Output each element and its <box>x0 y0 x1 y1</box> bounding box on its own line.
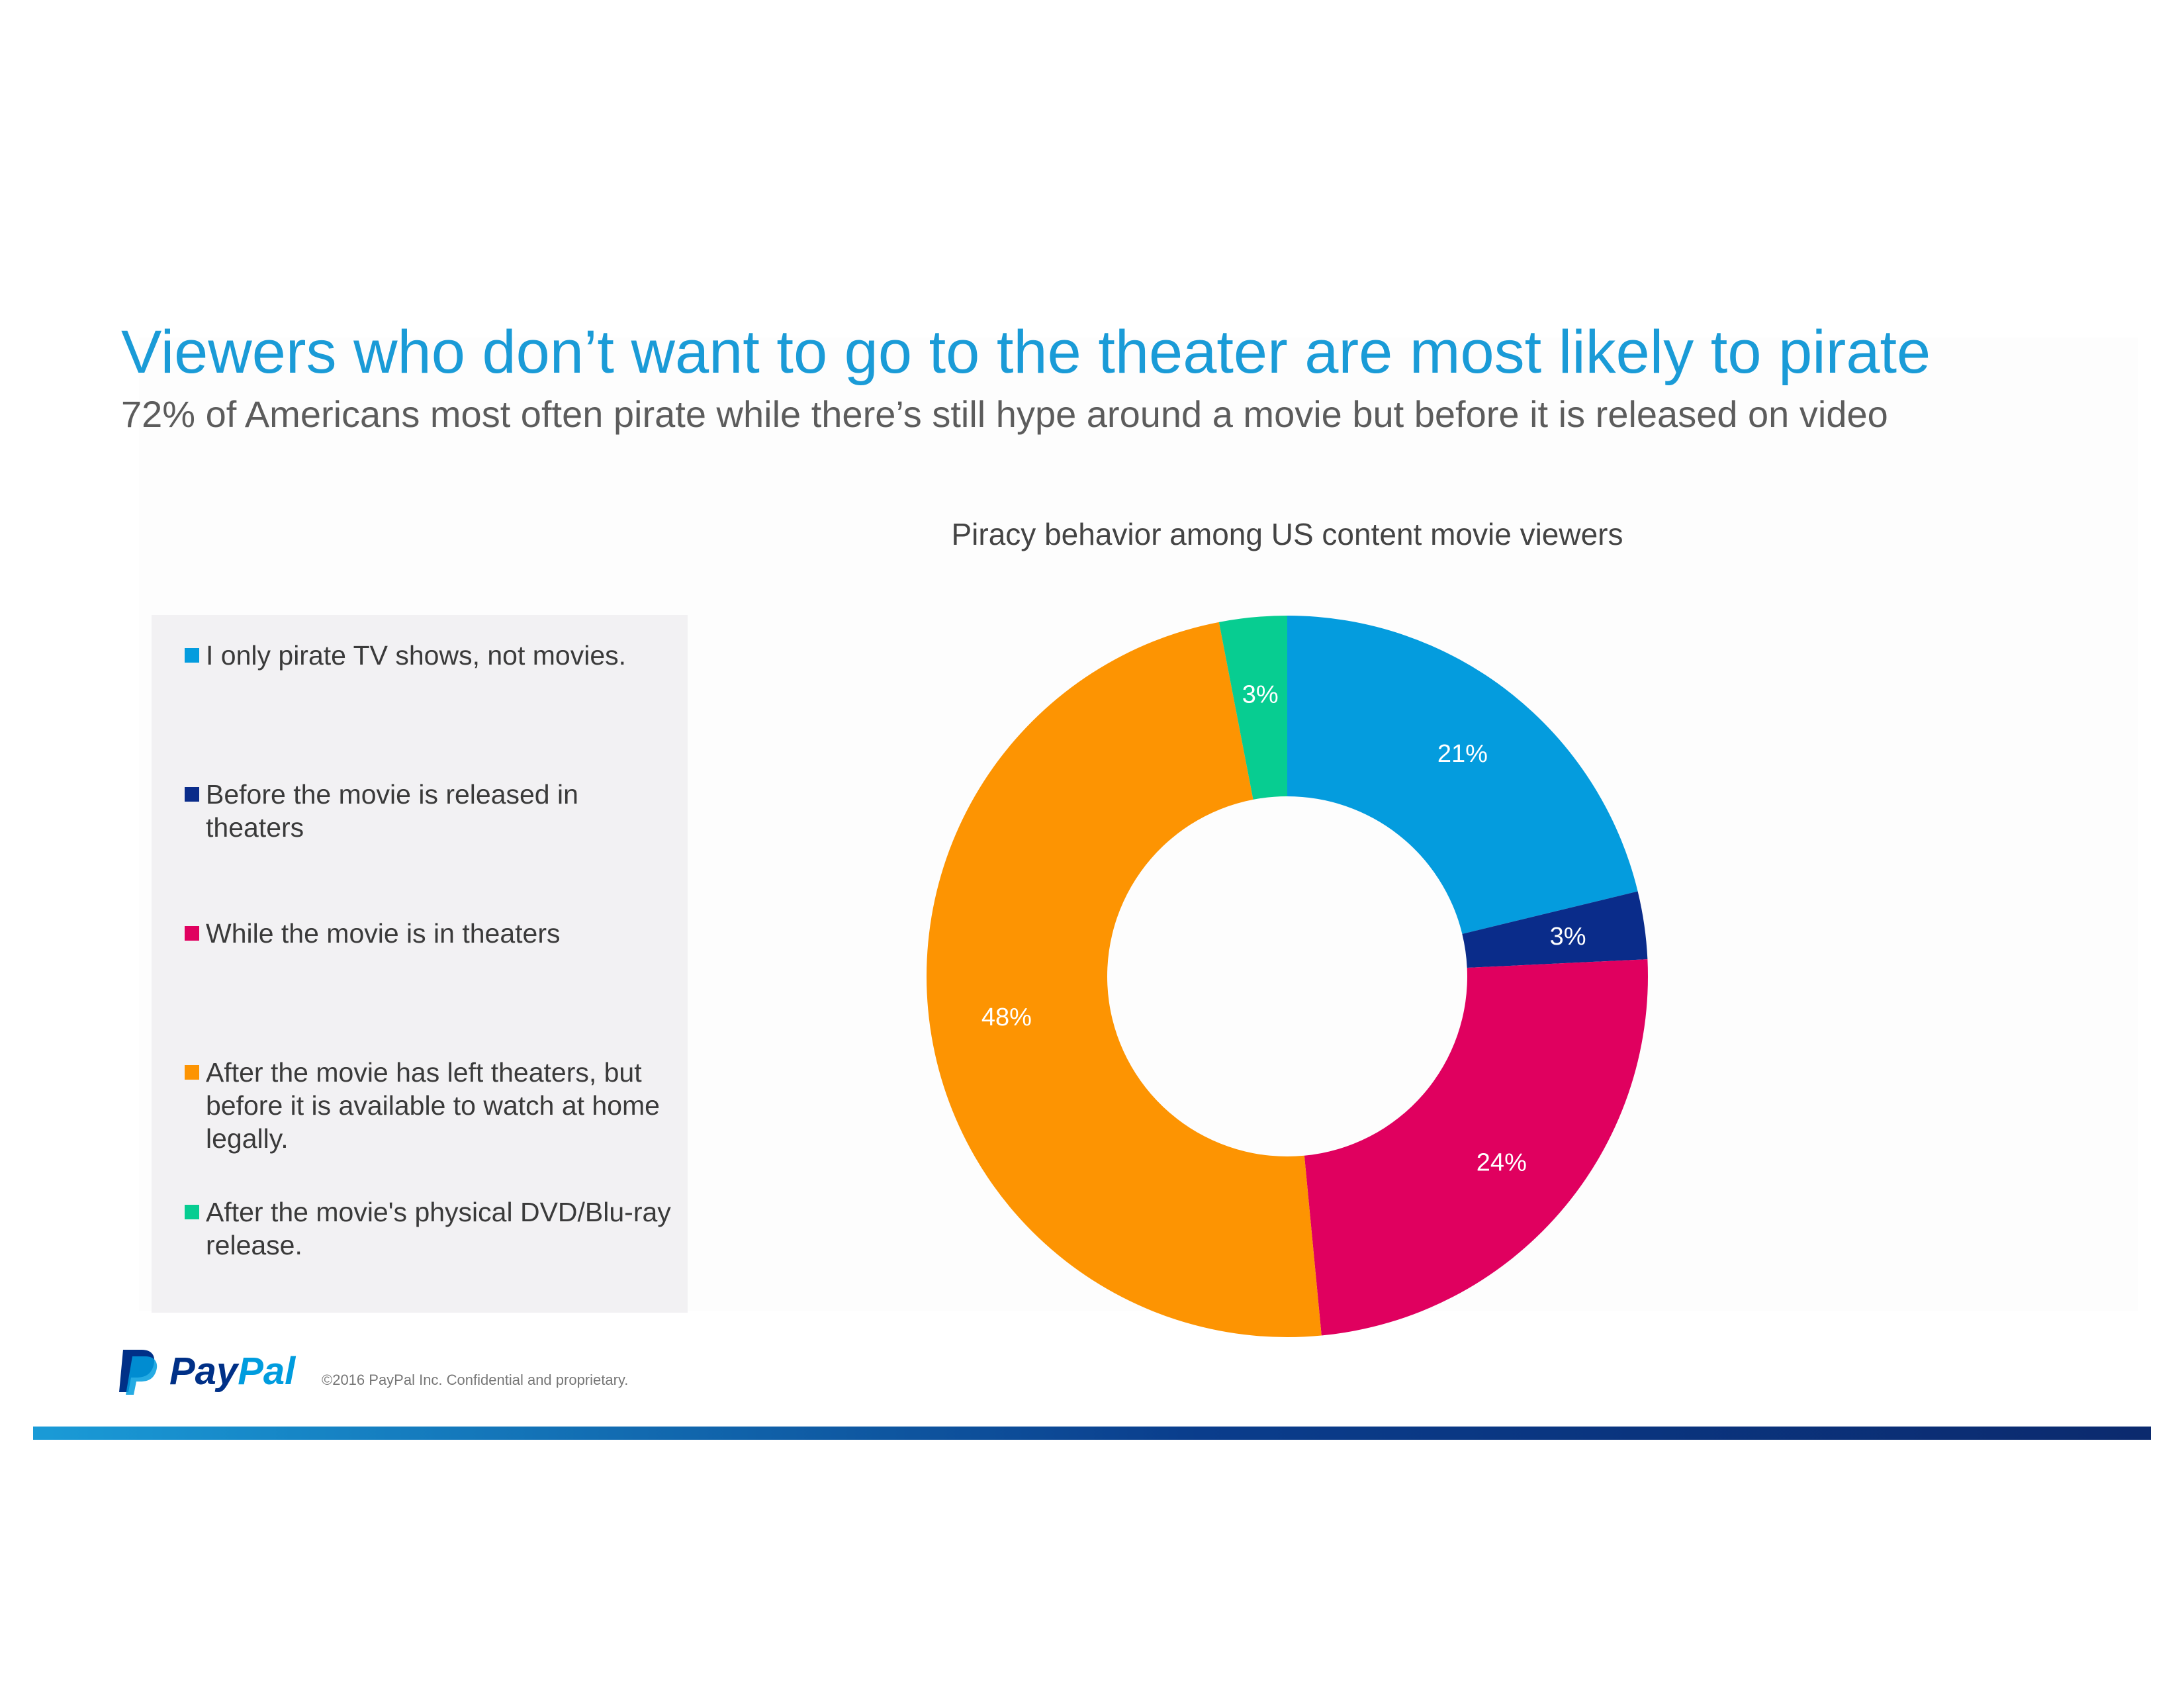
copyright-text: ©2016 PayPal Inc. Confidential and propr… <box>322 1372 629 1388</box>
donut-slice <box>1304 959 1648 1336</box>
slice-label: 3% <box>1550 923 1586 951</box>
legend-label: After the movie has left theaters, but b… <box>206 1057 660 1154</box>
paypal-p-icon <box>119 1350 158 1395</box>
slice-label: 3% <box>1242 680 1279 708</box>
page-subtitle: 72% of Americans most often pirate while… <box>121 393 1888 435</box>
legend-item-after-theaters: After the movie has left theaters, but b… <box>185 1056 674 1155</box>
slice-label: 48% <box>981 1004 1032 1031</box>
chart-title: Piracy behavior among US content movie v… <box>951 517 1623 551</box>
legend-swatch <box>185 1205 199 1219</box>
logo-pay: Pay <box>169 1349 238 1393</box>
paypal-wordmark: PayPal <box>169 1349 295 1393</box>
legend-item-after-dvd: After the movie's physical DVD/Blu-ray r… <box>185 1196 674 1262</box>
legend-swatch <box>185 926 199 941</box>
slice-label: 21% <box>1437 740 1488 768</box>
donut-slice <box>1287 616 1638 934</box>
slice-label: 24% <box>1477 1149 1527 1177</box>
donut-slice <box>1462 891 1648 968</box>
legend-label: I only pirate TV shows, not movies. <box>206 640 627 671</box>
legend-label: Before the movie is released in theaters <box>206 779 578 843</box>
legend-swatch <box>185 648 199 663</box>
footer-gradient-bar <box>33 1427 2151 1440</box>
donut-slice <box>1218 616 1287 800</box>
logo-pal: Pal <box>238 1349 296 1393</box>
legend-label: After the movie's physical DVD/Blu-ray r… <box>206 1197 671 1260</box>
legend-swatch <box>185 1065 199 1080</box>
donut-chart: 21% 3% 24% 48% 3% <box>926 616 1648 1338</box>
legend-item-before-theaters: Before the movie is released in theaters <box>185 778 674 844</box>
page-title: Viewers who don’t want to go to the thea… <box>121 318 1931 386</box>
paypal-logo: PayPal <box>119 1347 295 1395</box>
legend-label: While the movie is in theaters <box>206 918 561 949</box>
legend-swatch <box>185 787 199 802</box>
legend-item-tv-only: I only pirate TV shows, not movies. <box>185 639 674 672</box>
chart-legend: I only pirate TV shows, not movies. Befo… <box>152 615 688 1313</box>
donut-slice <box>926 622 1322 1338</box>
legend-item-in-theaters: While the movie is in theaters <box>185 917 674 950</box>
